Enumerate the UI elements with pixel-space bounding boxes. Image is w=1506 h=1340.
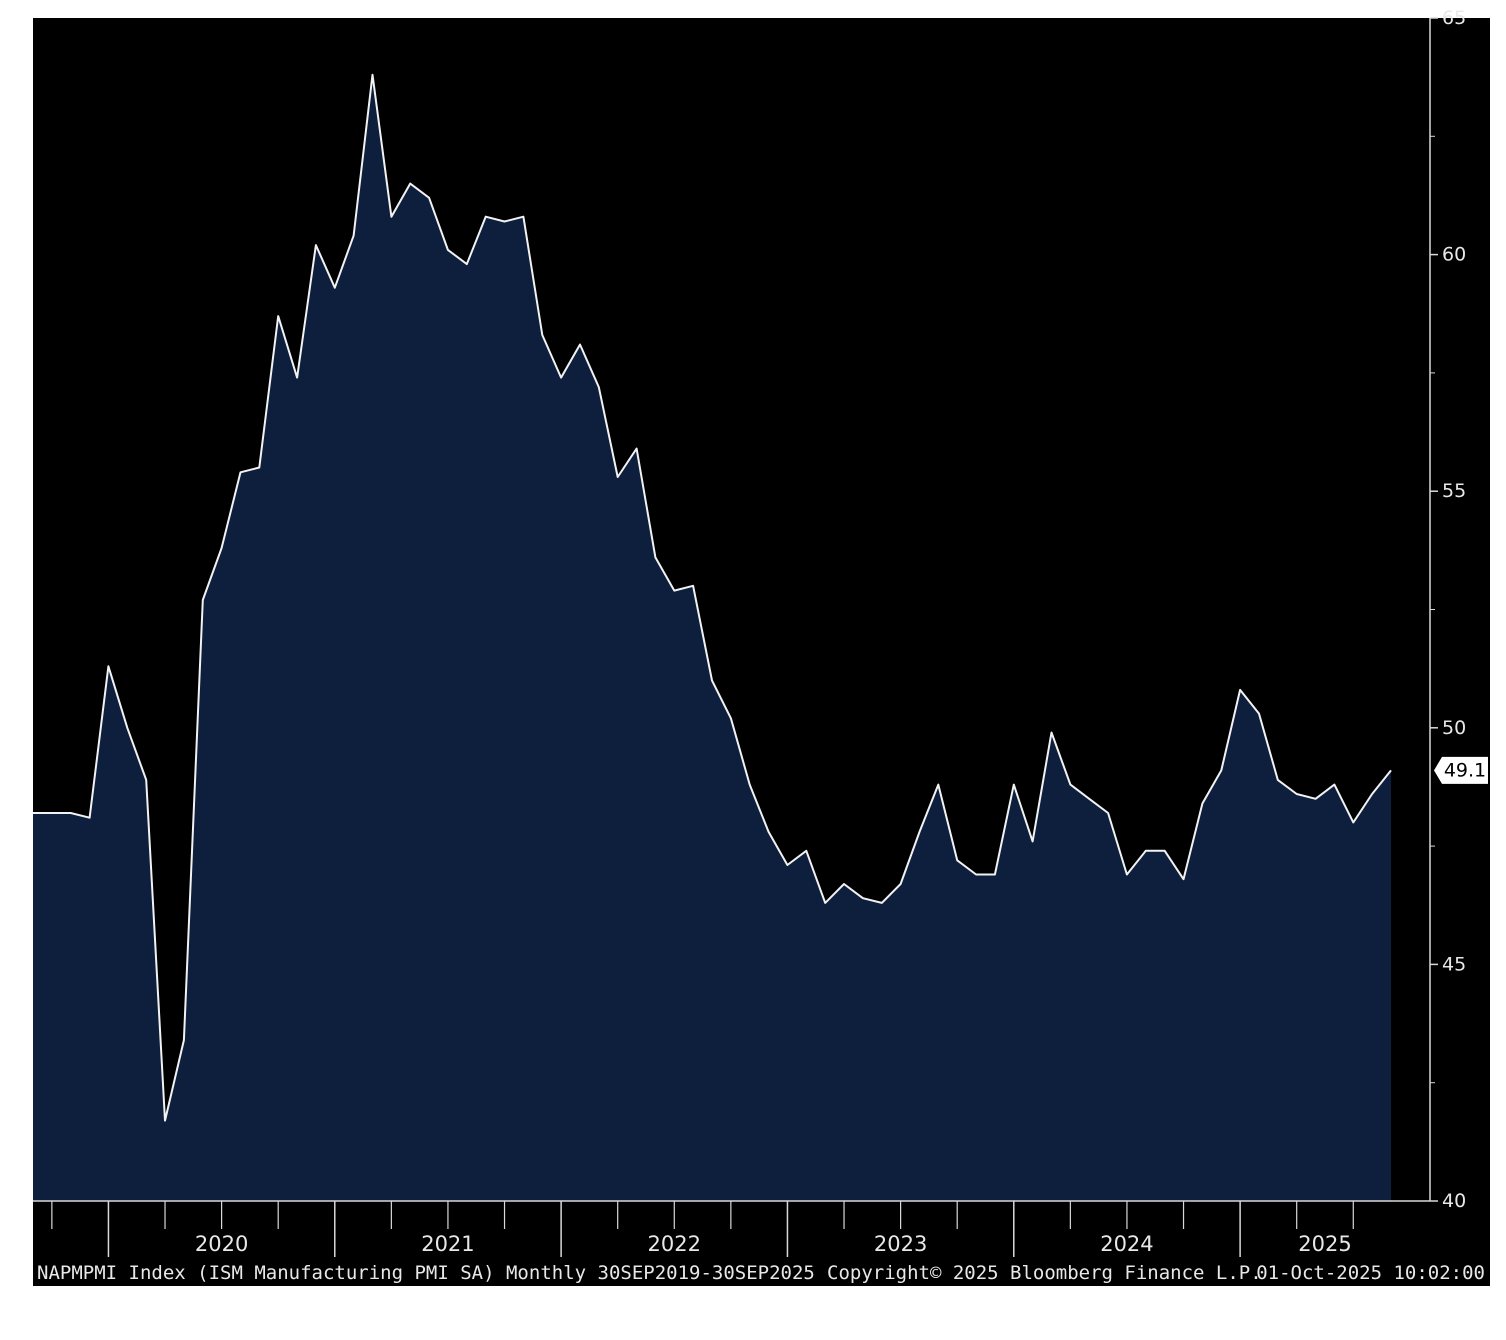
x-year-label-2023: 2023 — [874, 1232, 927, 1256]
series-line — [33, 73, 1392, 1122]
y-tick-label-45: 45 — [1442, 953, 1466, 975]
x-axis-panel — [33, 1201, 1490, 1259]
x-year-label-2021: 2021 — [421, 1232, 474, 1256]
series-layer — [33, 73, 1392, 1201]
axis-layer: 40 45 50 55 60 65 2020 2021 2022 2023 2024 2025 — [33, 7, 1466, 1257]
y-tick-label-60: 60 — [1442, 244, 1466, 266]
last-value-badge-shape — [1434, 756, 1488, 784]
x-year-label-2020: 2020 — [195, 1232, 248, 1256]
y-axis-panel — [1430, 18, 1490, 1201]
footer-copyright: Copyright© 2025 Bloomberg Finance L.P. — [827, 1262, 1262, 1284]
y-tick-label-65: 65 — [1442, 7, 1466, 29]
last-value-badge: 49.1 — [1434, 756, 1488, 784]
y-tick-label-55: 55 — [1442, 480, 1466, 502]
y-tick-label-40: 40 — [1442, 1190, 1466, 1212]
y-tick-label-50: 50 — [1442, 717, 1466, 739]
x-year-label-2022: 2022 — [648, 1232, 701, 1256]
last-value-label: 49.1 — [1444, 759, 1486, 781]
series-area — [33, 74, 1391, 1201]
footer-description: NAPMPMI Index (ISM Manufacturing PMI SA)… — [37, 1262, 815, 1284]
x-year-label-2024: 2024 — [1100, 1232, 1153, 1256]
x-year-label-2025: 2025 — [1298, 1232, 1351, 1256]
footer-bar — [33, 1259, 1490, 1286]
footer-timestamp: 01-Oct-2025 10:02:00 — [1256, 1262, 1485, 1284]
